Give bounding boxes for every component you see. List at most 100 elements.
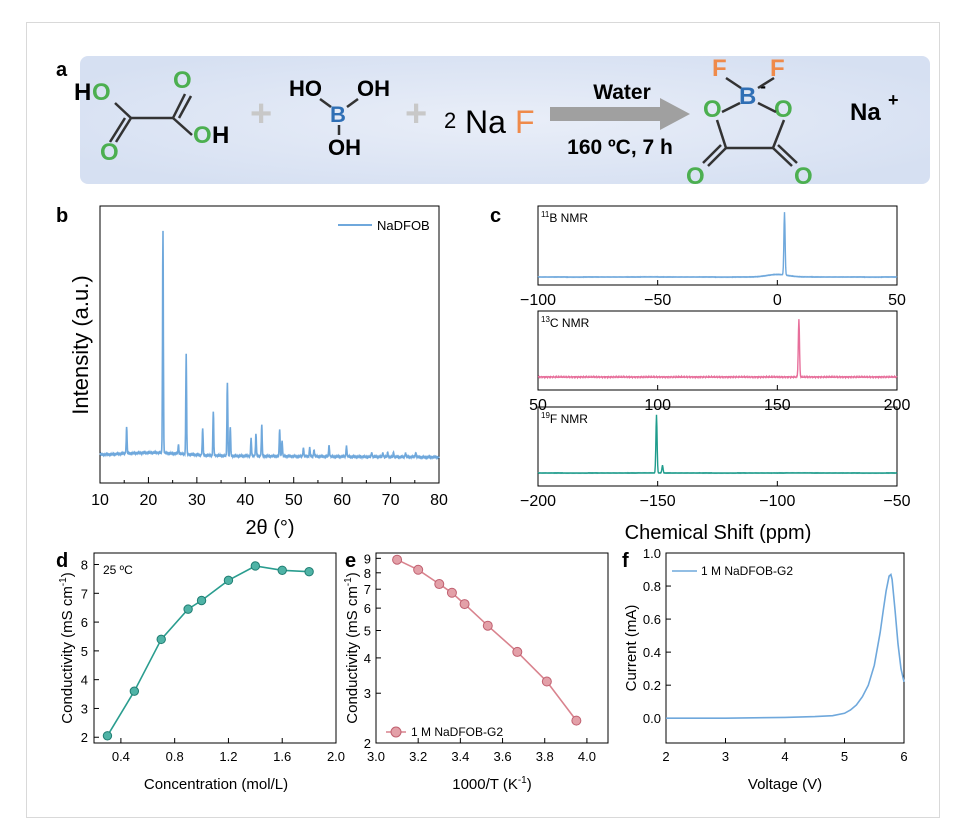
y-tick-label-f: 0.2 [643,678,661,693]
y-axis-label-b: Intensity (a.u.) [68,275,93,414]
y-tick-label-d: 7 [81,586,88,601]
data-point-e [434,579,445,590]
x-axis-label-e-sup: -1 [518,775,527,786]
y-tick-label-e: 3 [364,686,371,701]
data-point-e [482,620,493,631]
sodium-cation-charge: + [888,90,899,110]
product-o4: O [794,163,813,190]
plus-1: + [250,93,272,135]
x-tick-label-f: 2 [662,749,669,764]
y-tick-label-f: 1.0 [643,546,661,561]
x-tick-label-d: 2.0 [327,749,345,764]
oxalic-o3: O [100,139,119,166]
x-tick-label-b: 80 [430,492,448,509]
x-tick-label-e: 3.0 [367,749,385,764]
y-axis-label-e-tail: ) [344,572,361,577]
nmr-11b-subplot: 11B NMR −100 −50 0 50 [520,205,906,309]
y-tick-label-e: 2 [364,736,371,751]
y-axis-label-e: Conductivity (mS cm-1) [343,572,361,723]
nmr-x-tick-label: 0 [773,292,782,309]
y-tick-label-f: 0.0 [643,711,661,726]
y-axis-label-f: Current (mA) [623,605,640,692]
x-tick-label-b: 20 [140,492,158,509]
nmr-spectrum-line [537,319,898,380]
series-line-nadfob [99,230,440,461]
nmr-label-sup: 13 [541,315,550,324]
y-axis-label-e-sup: -1 [343,577,354,586]
x-tick-label-b: 60 [333,492,351,509]
data-point-d [102,731,113,741]
product-f2: F [770,55,785,82]
nmr-frame [537,406,898,487]
data-point-d [196,595,207,606]
oxalic-o4: O [193,122,212,149]
panel-label-c: c [490,205,501,227]
x-tick-label-e: 3.6 [494,749,512,764]
panel-c-nmr: c 11B NMR −100 −50 0 50 13C NMR 50 100 150 200 1… [490,205,911,544]
nmr-label-sup: 11 [541,210,550,219]
nmr-x-tick-label: −100 [520,292,556,309]
plus-2: + [405,93,427,135]
product-f1: F [712,55,727,82]
x-tick-label-b: 40 [236,492,254,509]
nmr-label-text: C NMR [550,316,590,330]
y-axis-label-d: Conductivity (mS cm-1) [58,572,76,723]
y-tick-label-e: 4 [364,651,371,666]
nmr-13c-subplot: 13C NMR 50 100 150 200 [529,310,911,414]
y-axis-label-d-tail: ) [59,572,76,577]
oxalic-h1: H [74,79,91,106]
x-axis-label-c: Chemical Shift (ppm) [625,522,812,544]
x-tick-label-e: 4.0 [578,749,596,764]
data-point-d [183,604,193,614]
y-tick-label-f: 0.4 [643,645,661,660]
data-point-d [223,575,234,586]
x-tick-label-e: 3.2 [409,749,427,764]
series-line-f [666,573,905,719]
nmr-x-tick-label: −100 [759,493,795,510]
oxalic-o1: O [92,79,111,106]
boric-oh1: OH [357,76,390,101]
nmr-label: 11B NMR [541,210,588,225]
nmr-19f-subplot: 19F NMR −200 −150 −100 −50 [520,406,911,510]
x-tick-label-f: 3 [722,749,729,764]
plot-frame-d [93,552,337,744]
x-tick-label-d: 1.2 [219,749,237,764]
x-axis-label-f: Voltage (V) [748,776,822,793]
boric-oh2: OH [328,135,361,160]
naf-f: F [515,104,535,140]
annotation-temperature: 25 ºC [103,563,133,577]
nmr-label: 13C NMR [541,315,590,330]
x-tick-label-b: 30 [188,492,206,509]
nmr-x-tick-label: 200 [884,397,911,414]
y-tick-label-e: 6 [364,601,371,616]
data-point-d [129,686,140,696]
y-tick-label-d: 3 [81,701,88,716]
panel-label-f: f [622,550,629,572]
sodium-cation: Na [850,99,881,126]
panel-label-d: d [56,550,68,572]
data-point-e [392,554,403,565]
panel-e-arrhenius: e 3.0 3.2 3.4 3.6 3.8 4.0 2 3 4 5 6 789 1 M NaDFOB-… [343,550,609,793]
nmr-x-tick-label: 100 [644,397,671,414]
y-tick-label-e: 8 [364,566,371,581]
x-axis-label-d: Concentration (mol/L) [144,776,288,793]
x-tick-label-e: 3.4 [451,749,469,764]
x-tick-label-f: 5 [841,749,848,764]
legend-swatch-e-marker [390,726,402,738]
scheme-band [80,56,930,184]
nmr-spectrum-line [537,212,898,279]
y-axis-label-e-main: Conductivity (mS cm [344,586,361,724]
nmr-x-tick-label: −50 [644,292,671,309]
panel-f-lsv: f 2 3 4 5 60.00.20.40.60.81.0 1 M NaDFOB-G2 … [622,546,908,793]
y-tick-label-f: 0.6 [643,612,661,627]
y-tick-label-f: 0.8 [643,579,661,594]
y-tick-label-d: 8 [81,558,88,573]
data-point-e [571,715,582,726]
panel-label-e: e [345,550,356,572]
y-tick-label-e: 7 [364,582,371,597]
y-tick-label-d: 2 [81,730,88,745]
naf-na: Na [465,104,506,140]
nmr-x-tick-label: −50 [883,493,910,510]
panel-label-b: b [56,205,68,227]
